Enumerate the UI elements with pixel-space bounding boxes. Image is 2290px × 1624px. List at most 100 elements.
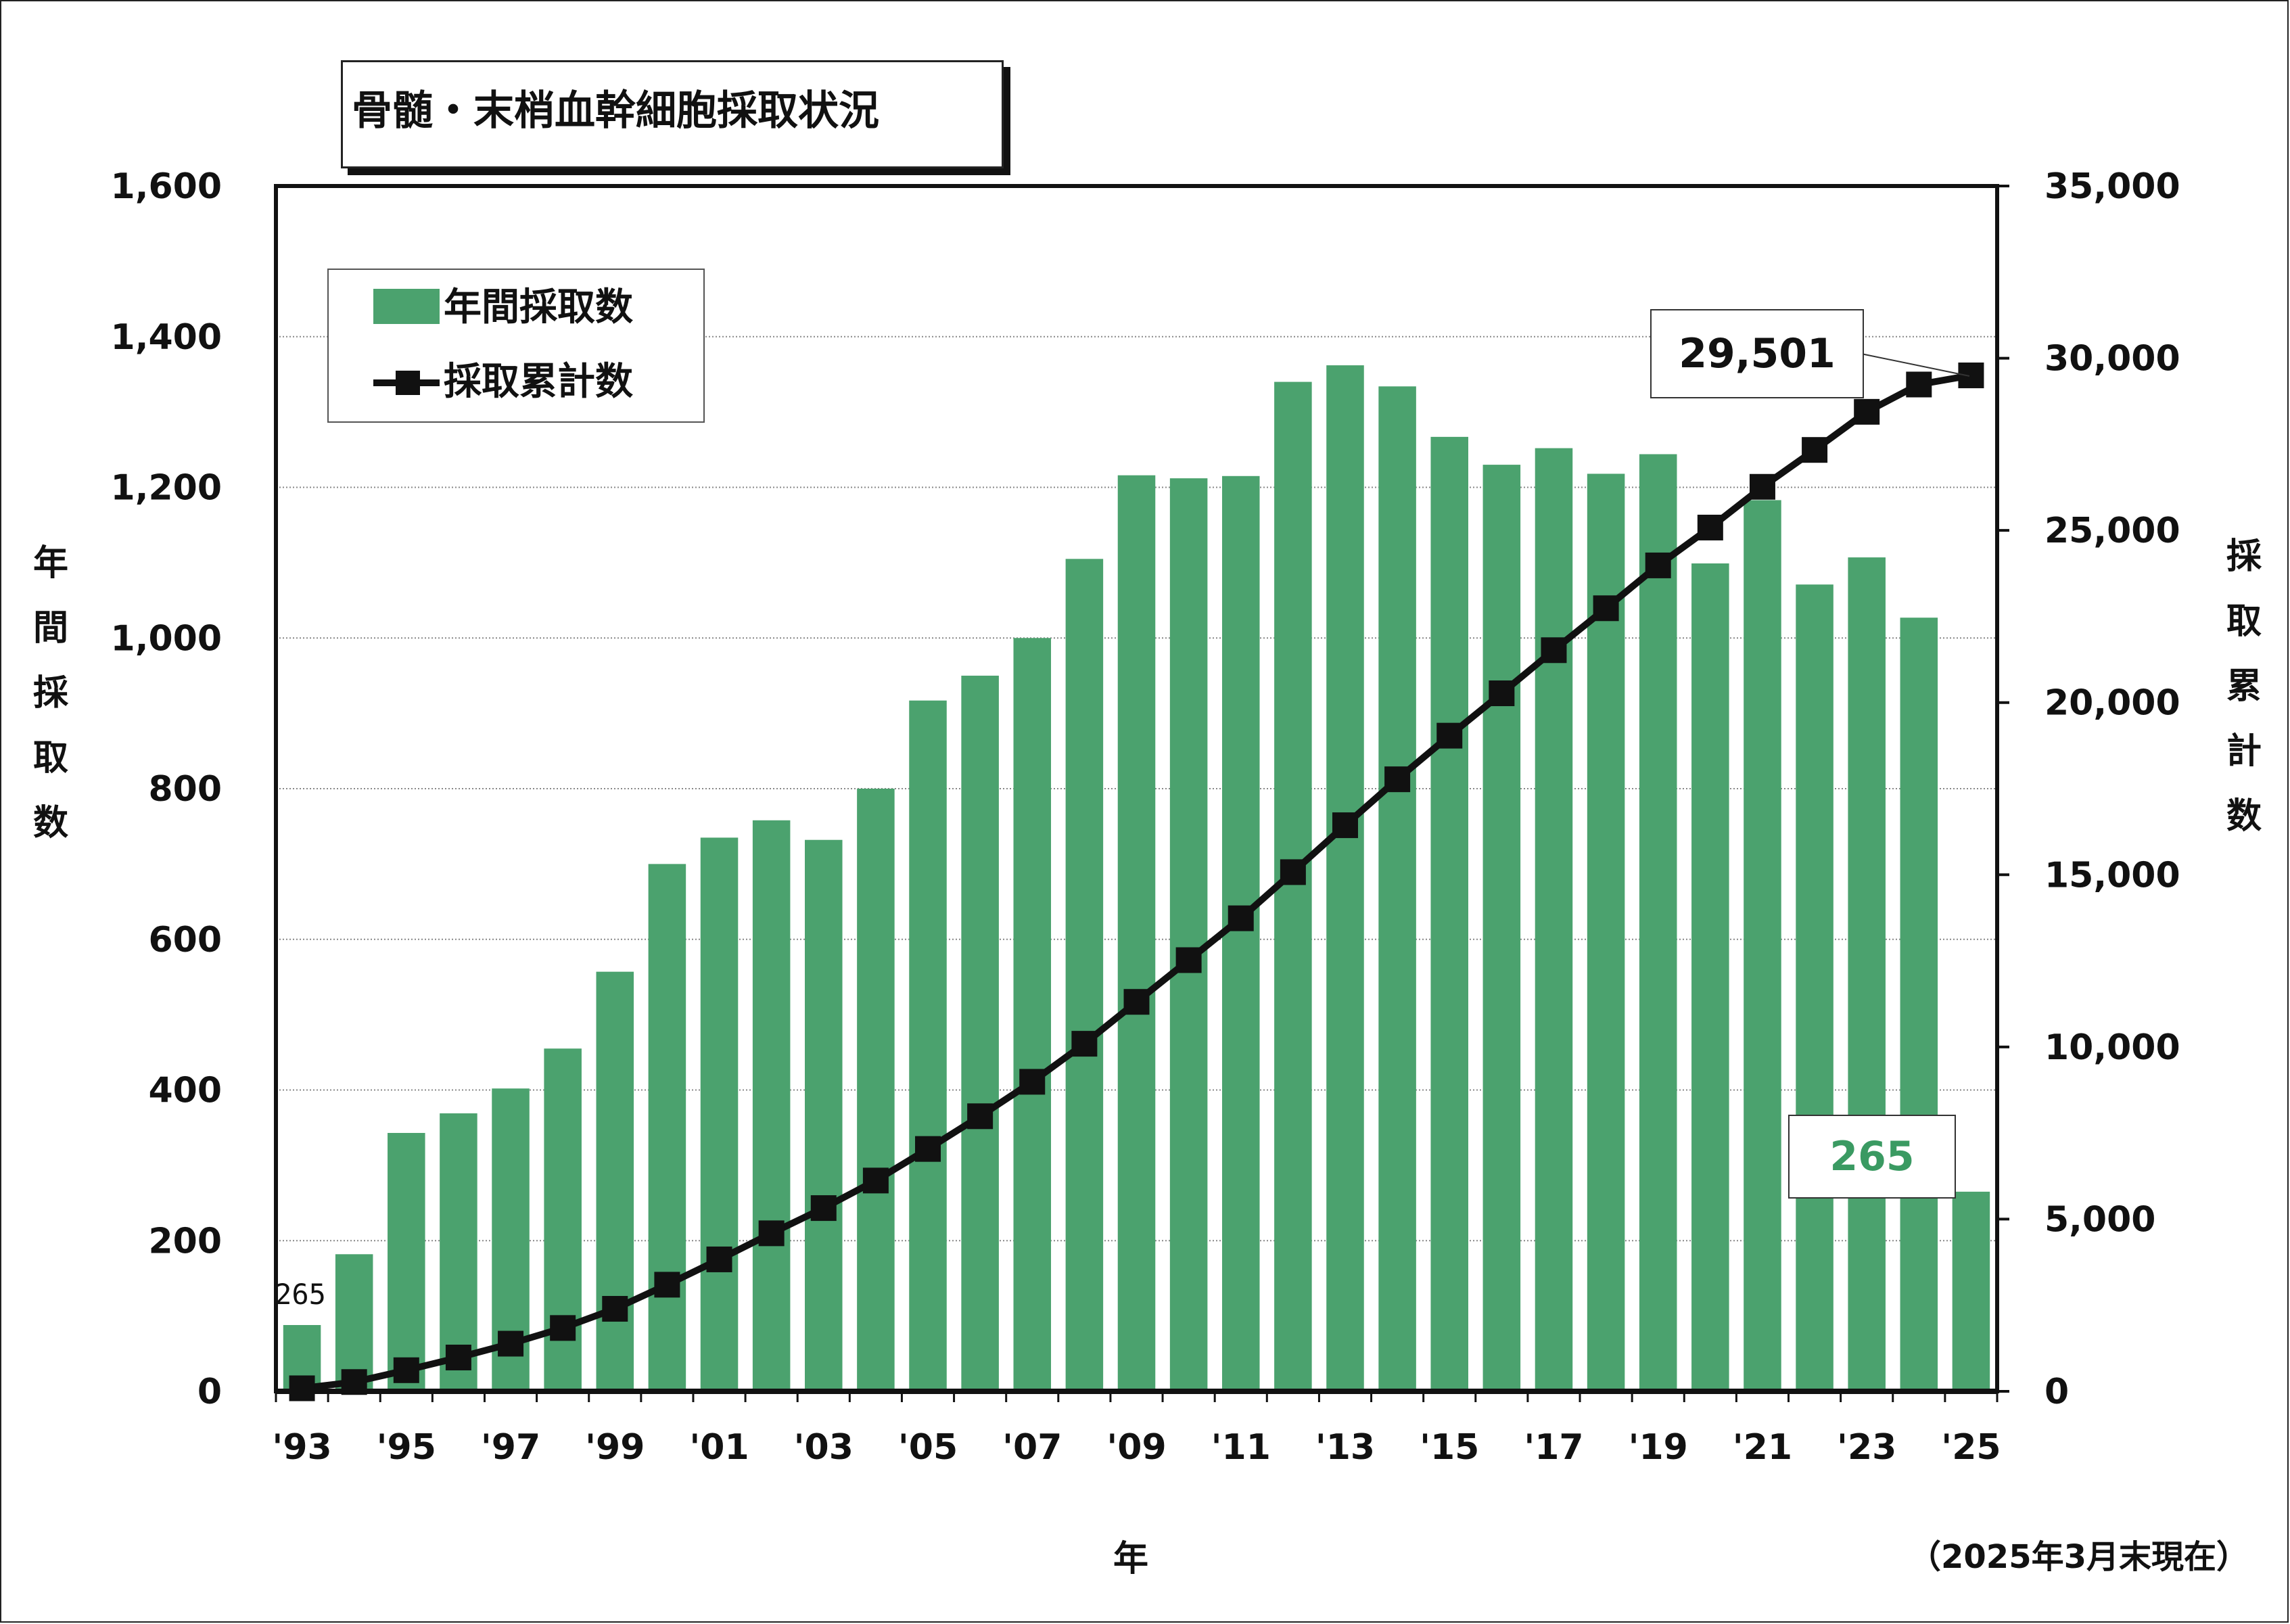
line-point [654,1272,680,1298]
bar [1848,557,1886,1391]
bar [1744,500,1781,1391]
line-point [289,1375,315,1401]
line-point [1697,514,1723,540]
right-tick-label: 30,000 [2044,339,2180,379]
line-point [1019,1069,1046,1095]
bar [700,837,739,1391]
axes [274,184,1999,1394]
left-tick-label: 1,400 [111,317,222,358]
x-tick-label: '19 [1629,1427,1688,1468]
bar [1639,454,1677,1391]
line-point [1802,437,1828,463]
line-point [1645,552,1671,578]
line-point [602,1296,628,1322]
as-of-note: （2025年3月末現在） [1909,1538,2249,1576]
line-point [1593,595,1619,622]
bar [1326,365,1364,1391]
cumulative-callout-leader [1861,353,1970,377]
left-axis-title: 年間採取数 [27,531,74,856]
line-point [1489,680,1515,707]
x-tick-label: '07 [1002,1427,1062,1468]
x-tick-label: '17 [1524,1427,1583,1468]
chart-title: 骨髄・末梢血幹細胞採取状況 [352,87,879,135]
bar [857,789,895,1391]
line-point [706,1246,732,1272]
first-bar-data-label: 265 [275,1278,326,1311]
right-axis-ticks: 0 5,000 10,000 15,000 20,000 25,000 30,000 35,0… [1997,166,2180,1412]
right-tick-label: 15,000 [2044,855,2180,896]
left-tick-label: 1,000 [111,618,222,659]
axis-title-char: 取 [32,738,68,779]
axis-title-char: 年 [32,543,68,584]
line-point [393,1357,419,1383]
legend-label-annual: 年間採取数 [444,285,633,329]
bar [909,700,947,1391]
x-tick-label: '25 [1941,1427,2001,1468]
line-point [1958,362,1984,388]
bar-series [283,365,1990,1392]
line-point [1854,398,1880,425]
legend-bar-swatch [373,289,440,324]
line-point [1175,947,1202,973]
line-point [1749,473,1775,500]
right-tick-label: 5,000 [2044,1199,2155,1240]
bar [335,1254,373,1391]
line-point [810,1195,837,1222]
line-point [1384,766,1411,793]
x-tick-label: '01 [689,1427,749,1468]
line-point [498,1330,524,1357]
line-point [1280,859,1306,885]
x-axis-ticks: '93 '95 '97 '99 '01 '03 '05 '07 '09 '11 '13 '15 '17 '… [272,1391,2001,1468]
x-tick-label: '09 [1106,1427,1166,1468]
axis-title-char: 数 [2226,796,2262,837]
bar [1221,475,1260,1392]
line-point [445,1345,471,1371]
line-point [1071,1031,1098,1057]
bar [596,971,634,1391]
bar [1065,559,1104,1391]
bar [388,1132,425,1391]
bar [1430,436,1468,1392]
right-tick-label: 35,000 [2044,166,2180,207]
axis-title-char: 採 [32,673,68,714]
left-tick-label: 400 [148,1071,222,1111]
x-tick-label: '05 [898,1427,958,1468]
last-bar-callout: 265 [1788,1115,1956,1199]
left-tick-label: 200 [148,1221,222,1261]
x-tick-label: '99 [585,1427,645,1468]
left-tick-label: 600 [148,920,222,960]
legend: 年間採取数 採取累計数 [327,269,705,423]
line-point [1541,637,1567,664]
right-tick-label: 10,000 [2044,1027,2180,1068]
x-tick-label: '15 [1420,1427,1479,1468]
bar [1535,448,1573,1392]
bar [805,839,843,1391]
bar [1587,473,1625,1391]
bar [648,864,686,1391]
right-tick-label: 0 [2044,1372,2069,1412]
right-tick-label: 25,000 [2044,511,2180,551]
bar [961,675,999,1391]
bar [1013,638,1052,1391]
line-point [967,1103,994,1130]
axis-title-char: 取 [2226,601,2262,642]
left-axis-ticks: 0 200 400 600 800 1,000 1,200 1,400 1,600 [111,166,222,1412]
line-point [1123,989,1150,1015]
line-point [758,1220,785,1247]
x-tick-label: '97 [481,1427,540,1468]
axis-title-char: 数 [32,803,68,843]
bar [1482,465,1521,1391]
bar [1796,584,1833,1391]
line-point [862,1167,889,1194]
left-tick-label: 0 [197,1372,222,1412]
bar [1691,563,1729,1391]
left-tick-label: 1,200 [111,468,222,509]
right-tick-label: 20,000 [2044,683,2180,724]
x-tick-label: '21 [1733,1427,1792,1468]
legend-square-marker-icon [396,371,420,395]
bar [1378,386,1416,1391]
line-point [1906,371,1932,398]
x-tick-label: '95 [377,1427,436,1468]
